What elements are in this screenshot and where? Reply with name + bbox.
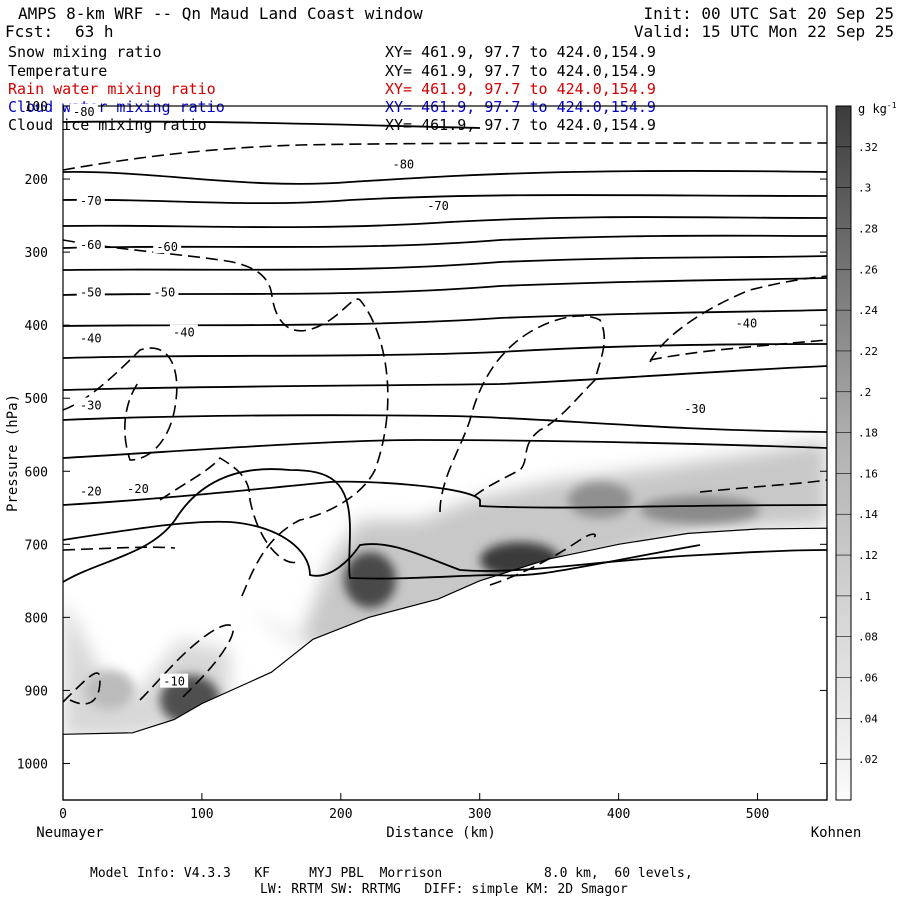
- right-endpoint-label: Kohnen: [811, 825, 862, 841]
- temperature-label: -40: [80, 331, 102, 345]
- y-axis: 100 200 300 400 500 600 700 800 900 1000: [17, 100, 827, 772]
- field-xy-rain: XY= 461.9, 97.7 to 424.0,154.9: [385, 80, 656, 98]
- colorbar-tick-label: .16: [858, 467, 878, 480]
- colorbar-tick-label: .06: [858, 672, 878, 685]
- forecast-hours: 63 h: [75, 22, 114, 41]
- x-axis: 0 100 200 300 400 500: [59, 793, 769, 822]
- colorbar-unit-exp: -1: [887, 101, 897, 110]
- y-tick-label: 300: [25, 246, 48, 261]
- y-axis-title: Pressure (hPa): [5, 394, 21, 512]
- y-tick-label: 800: [25, 611, 48, 626]
- temperature-label-bg: [76, 397, 105, 412]
- y-tick-label: 700: [25, 538, 48, 553]
- field-name-snow: Snow mixing ratio: [8, 43, 162, 61]
- y-tick-label: 500: [25, 392, 48, 407]
- temperature-label: -80: [73, 105, 95, 119]
- temperature-label-bg: [160, 673, 189, 688]
- colorbar-tick-label: .02: [858, 753, 878, 766]
- y-tick-label: 600: [25, 465, 48, 480]
- x-tick-label: 0: [59, 807, 67, 822]
- temperature-label: -30: [684, 402, 706, 416]
- x-tick-label: 500: [746, 807, 769, 822]
- y-tick-label: 1000: [17, 757, 48, 772]
- temperature-label-bg: [76, 192, 105, 207]
- colorbar-tick-label: .26: [858, 263, 878, 276]
- temperature-label-bg: [153, 238, 182, 253]
- forecast-label: Fcst:: [5, 22, 54, 41]
- temperature-label: -20: [127, 482, 149, 496]
- colorbar-tick-label: .2: [858, 386, 871, 399]
- temperature-label-bg: [169, 324, 198, 339]
- colorbar-tick-label: .18: [858, 427, 878, 440]
- temperature-label: -20: [80, 485, 102, 499]
- x-tick-label: 300: [468, 807, 491, 822]
- temperature-label-bg: [681, 401, 710, 416]
- x-axis-title: Distance (km): [386, 825, 496, 841]
- colorbar-tick-label: .3: [858, 182, 871, 195]
- colorbar-unit-text: g kg: [858, 102, 887, 116]
- field-xy-cloud-ice: XY= 461.9, 97.7 to 424.0,154.9: [385, 116, 656, 134]
- temperature-label-bg: [389, 156, 418, 171]
- colorbar-tick-label: .04: [858, 712, 878, 725]
- colorbar-tick-label: .08: [858, 631, 878, 644]
- y-tick-label: 100: [25, 100, 48, 115]
- colorbar-tick-label: .1: [858, 590, 871, 603]
- colorbar-ticks: .02 .04 .06 .08 .1 .12 .14 .16 .18 .2 .22 .24 .26 .28…: [836, 141, 878, 766]
- temperature-label-bg: [69, 103, 98, 118]
- temperature-label: -50: [80, 285, 102, 299]
- temperature-label-bg: [150, 284, 179, 299]
- temperature-label-bg: [76, 236, 105, 251]
- y-tick-label: 900: [25, 684, 48, 699]
- x-tick-label: 200: [329, 807, 352, 822]
- x-tick-label: 100: [190, 807, 213, 822]
- colorbar-tick-label: .12: [858, 549, 878, 562]
- snow-contours: [63, 142, 827, 705]
- y-tick-label: 400: [25, 319, 48, 334]
- temperature-labels: -80 -80 -70 -70 -60 -60 -50 -50 -40 -40 -40 -30 -30 -…: [69, 103, 761, 689]
- temperature-label: -80: [392, 157, 414, 171]
- field-name-rain: Rain water mixing ratio: [8, 80, 216, 98]
- plot-frame: [62, 105, 828, 801]
- temperature-label: -40: [736, 317, 758, 331]
- snow-shading: [63, 440, 827, 738]
- temperature-label: -10: [163, 675, 185, 689]
- colorbar: [835, 105, 852, 801]
- init-time: Init: 00 UTC Sat 20 Sep 25: [643, 4, 894, 23]
- footer-model-info: Model Info: V4.3.3 KF MYJ PBL Morrison 8…: [90, 866, 693, 881]
- temperature-label-bg: [76, 483, 105, 498]
- colorbar-tick-label: .14: [858, 508, 878, 521]
- field-name-temperature: Temperature: [8, 62, 108, 80]
- temperature-label: -70: [80, 194, 102, 208]
- colorbar-tick-label: .24: [858, 304, 878, 317]
- temperature-label: -40: [173, 325, 195, 339]
- field-xy-temperature: XY= 461.9, 97.7 to 424.0,154.9: [385, 62, 656, 80]
- colorbar-tick-label: .28: [858, 222, 878, 235]
- x-tick-label: 400: [607, 807, 630, 822]
- chart-title: AMPS 8-km WRF -- Qn Maud Land Coast wind…: [18, 4, 423, 23]
- valid-time: Valid: 15 UTC Mon 22 Sep 25: [633, 22, 894, 41]
- left-endpoint-label: Neumayer: [36, 825, 103, 841]
- temperature-label: -30: [80, 399, 102, 413]
- temperature-label-bg: [732, 315, 761, 330]
- temperature-label-bg: [76, 330, 105, 345]
- colorbar-tick-label: .22: [858, 345, 878, 358]
- y-tick-label: 200: [25, 173, 48, 188]
- temperature-label: -70: [427, 199, 449, 213]
- temperature-label: -50: [154, 285, 176, 299]
- footer-physics-info: LW: RRTM SW: RRTMG DIFF: simple KM: 2D S…: [260, 882, 628, 897]
- colorbar-tick-label: .32: [858, 141, 878, 154]
- temperature-label: -60: [80, 238, 102, 252]
- field-xy-cloud-water: XY= 461.9, 97.7 to 424.0,154.9: [385, 98, 656, 116]
- temperature-label: -60: [156, 240, 178, 254]
- temperature-label-bg: [76, 284, 105, 299]
- field-xy-snow: XY= 461.9, 97.7 to 424.0,154.9: [385, 43, 656, 61]
- colorbar-unit: g kg-1: [858, 101, 897, 116]
- temperature-label-bg: [424, 198, 453, 213]
- temperature-label-bg: [124, 480, 153, 495]
